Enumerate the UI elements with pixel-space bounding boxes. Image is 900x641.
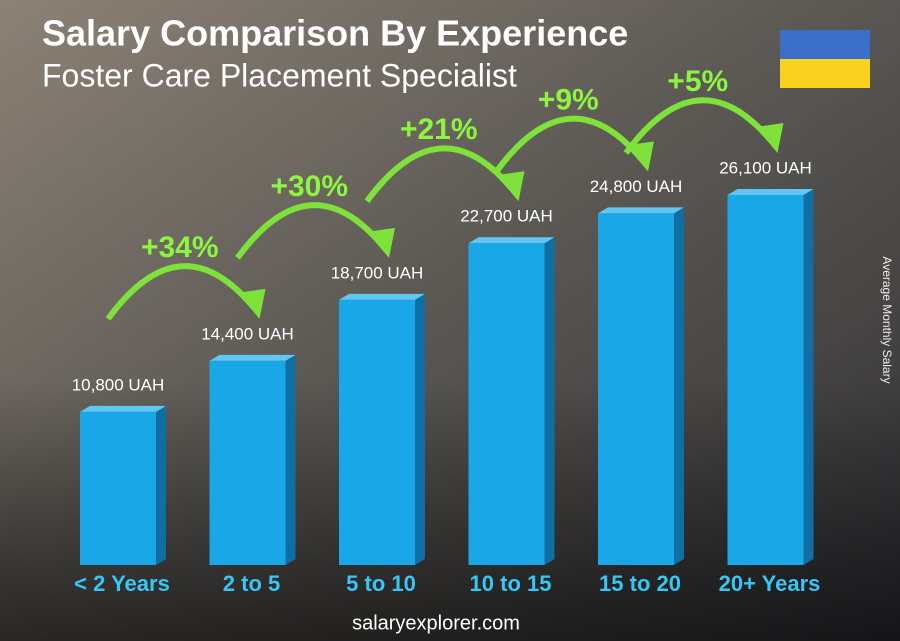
- growth-arrowhead: [496, 171, 525, 202]
- bar: [727, 195, 804, 565]
- bar: [339, 299, 415, 565]
- footer: salaryexplorer.com: [352, 612, 520, 634]
- bar-side: [674, 207, 684, 565]
- bar: [209, 360, 286, 565]
- bar: [598, 213, 674, 565]
- growth-arrow: [235, 202, 384, 260]
- growth-arrowhead: [367, 227, 395, 258]
- growth-arrowhead: [755, 123, 784, 153]
- bar: [468, 243, 545, 566]
- growth-arrowhead: [237, 288, 266, 319]
- chart-subtitle: Foster Care Placement Specialist: [42, 57, 517, 93]
- growth-label: +34%: [141, 231, 219, 264]
- growth-arrow: [364, 145, 513, 203]
- bar-top: [209, 354, 296, 361]
- bar: [80, 411, 156, 565]
- flag-top: [780, 30, 870, 59]
- growth-label: +9%: [538, 83, 599, 116]
- chart-title: Salary Comparison By Experience: [42, 13, 628, 54]
- growth-arrow: [105, 263, 254, 321]
- growth-label: +5%: [667, 65, 728, 98]
- bar-top: [727, 189, 814, 195]
- growth-arrow: [494, 115, 643, 174]
- growth-label: +30%: [270, 170, 348, 203]
- bar-top: [598, 207, 684, 214]
- bar-side: [415, 293, 425, 565]
- value-label: 26,100 UAH: [719, 158, 812, 177]
- bar-side: [156, 405, 166, 565]
- growth-label: +21%: [400, 113, 478, 146]
- bar-side: [803, 189, 814, 565]
- flag-bottom: [780, 59, 870, 88]
- x-tick-label: 20+ Years: [719, 571, 821, 596]
- bar-top: [339, 293, 425, 300]
- value-label: 24,800 UAH: [590, 177, 683, 196]
- y-axis-label: Average Monthly Salary: [880, 256, 894, 383]
- x-tick-label: 2 to 5: [223, 571, 280, 596]
- value-label: 10,800 UAH: [72, 375, 165, 394]
- bar-top: [468, 237, 555, 244]
- bar-top: [80, 405, 166, 412]
- x-tick-label: 10 to 15: [470, 571, 552, 596]
- bar-side: [285, 354, 296, 565]
- value-label: 18,700 UAH: [331, 263, 424, 282]
- growth-arrow: [623, 97, 772, 155]
- x-tick-label: < 2 Years: [74, 571, 170, 596]
- growth-arrowhead: [626, 141, 654, 172]
- x-tick-label: 5 to 10: [346, 571, 416, 596]
- value-label: 22,700 UAH: [460, 207, 553, 226]
- value-label: 14,400 UAH: [201, 324, 294, 343]
- x-tick-label: 15 to 20: [599, 571, 681, 596]
- bar-side: [544, 237, 555, 566]
